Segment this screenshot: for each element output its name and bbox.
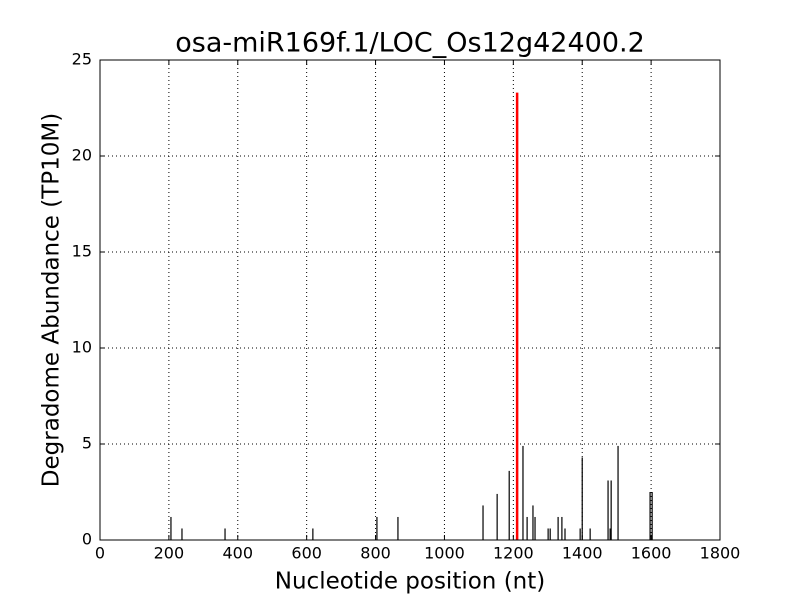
y-tick-label: 0: [82, 530, 92, 549]
x-tick-label: 400: [223, 544, 254, 563]
x-tick-label: 800: [360, 544, 391, 563]
x-tick-label: 600: [291, 544, 322, 563]
x-tick-label: 0: [95, 544, 105, 563]
chart-title: osa-miR169f.1/LOC_Os12g42400.2: [175, 28, 645, 59]
x-tick-label: 1800: [700, 544, 741, 563]
x-tick-label: 1400: [562, 544, 603, 563]
y-axis-label: Degradome Abundance (TP10M): [39, 113, 65, 487]
x-tick-label: 1000: [424, 544, 465, 563]
axes-frame: [99, 59, 721, 541]
x-tick-label: 200: [154, 544, 185, 563]
y-tick-label: 10: [72, 338, 92, 357]
y-tick-label: 20: [72, 146, 92, 165]
y-tick-label: 25: [72, 50, 92, 69]
y-tick-label: 15: [72, 242, 92, 261]
x-axis-label: Nucleotide position (nt): [275, 569, 545, 595]
x-tick-label: 1600: [631, 544, 672, 563]
x-tick-label: 1200: [493, 544, 534, 563]
y-tick-label: 5: [82, 434, 92, 453]
